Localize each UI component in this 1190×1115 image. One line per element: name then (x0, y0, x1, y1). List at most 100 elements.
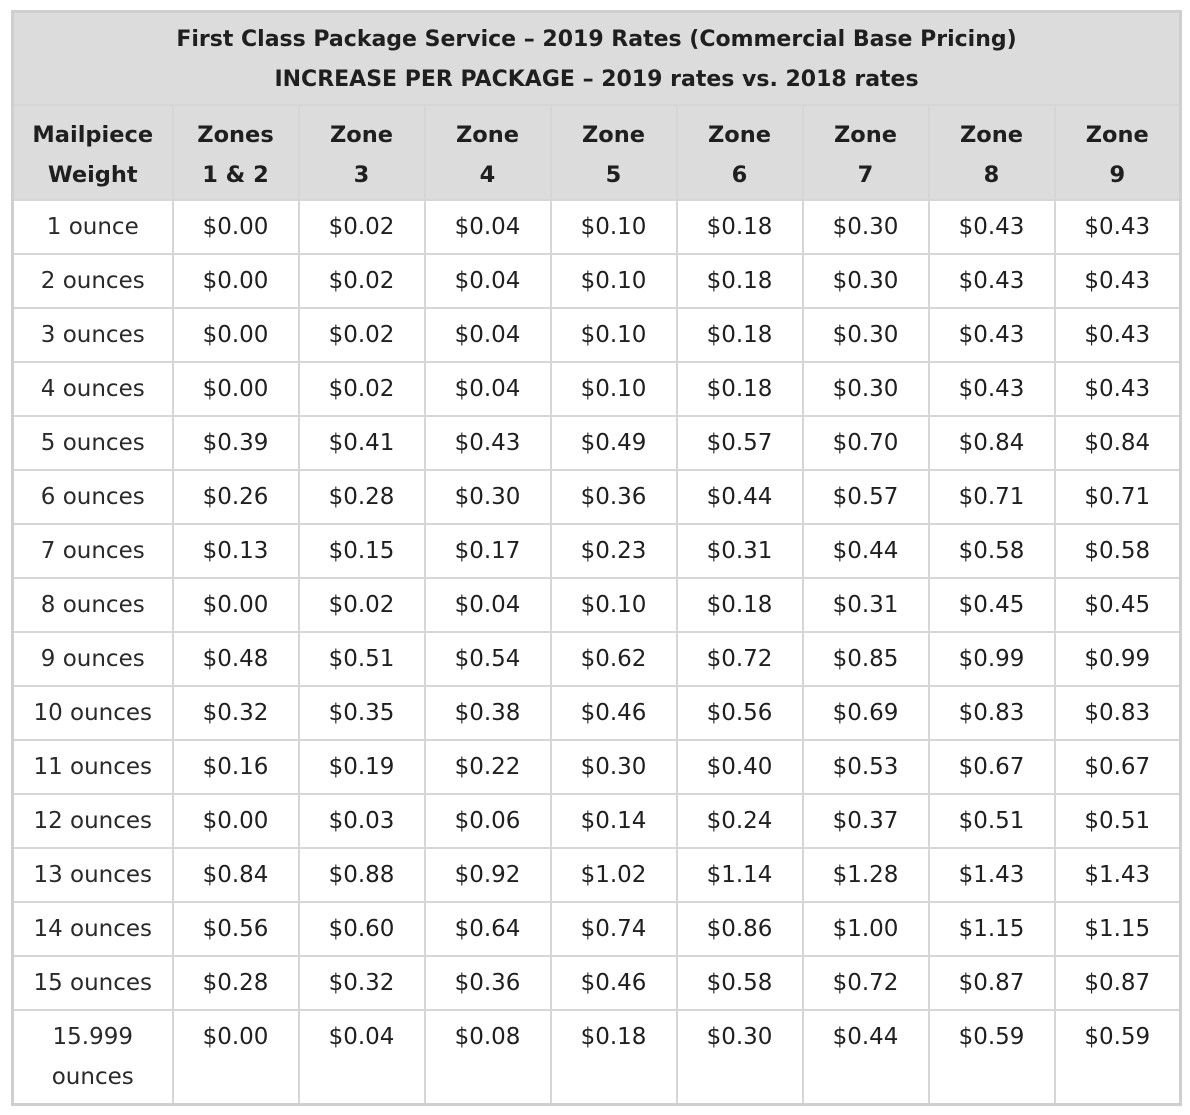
rate-increase-cell: $0.51 (1053, 792, 1182, 849)
weight-cell: 15.999 ounces (11, 1008, 174, 1106)
rates-table: First Class Package Service – 2019 Rates… (11, 10, 1183, 1106)
rate-increase-cell: $0.72 (801, 954, 930, 1011)
rate-increase-cell: $0.04 (423, 252, 552, 309)
rate-increase-cell: $0.02 (297, 252, 426, 309)
rate-increase-cell: $0.99 (927, 630, 1056, 687)
rate-increase-cell: $0.58 (675, 954, 804, 1011)
rate-increase-cell: $0.31 (801, 576, 930, 633)
rate-increase-cell: $0.16 (171, 738, 300, 795)
rate-increase-cell: $0.30 (549, 738, 678, 795)
rate-increase-cell: $0.00 (171, 198, 300, 255)
column-header-zone: Zones 1 & 2 (171, 103, 300, 201)
rate-increase-cell: $0.56 (171, 900, 300, 957)
rate-increase-cell: $0.18 (675, 252, 804, 309)
rate-increase-cell: $0.06 (423, 792, 552, 849)
table-row: 4 ounces $0.00 $0.02 $0.04 $0.10 $0.18 $0.30 $0… (11, 360, 1182, 417)
rate-increase-cell: $0.00 (171, 306, 300, 363)
column-header-line-2: 8 (983, 161, 1000, 188)
table-row: 12 ounces $0.00 $0.03 $0.06 $0.14 $0.24 $0.37 $… (11, 792, 1182, 849)
table-row: 10 ounces $0.32 $0.35 $0.38 $0.46 $0.56 $0.69 $… (11, 684, 1182, 741)
rate-increase-cell: $0.53 (801, 738, 930, 795)
rate-increase-cell: $0.87 (1053, 954, 1182, 1011)
rate-increase-cell: $0.35 (297, 684, 426, 741)
rate-increase-cell: $0.56 (675, 684, 804, 741)
rate-increase-cell: $0.38 (423, 684, 552, 741)
weight-cell: 10 ounces (11, 684, 174, 741)
rate-increase-cell: $0.59 (1053, 1008, 1182, 1106)
rate-increase-cell: $0.41 (297, 414, 426, 471)
rate-increase-cell: $0.43 (1053, 198, 1182, 255)
rate-increase-cell: $0.49 (549, 414, 678, 471)
rate-increase-cell: $0.32 (297, 954, 426, 1011)
rate-increase-cell: $1.28 (801, 846, 930, 903)
rate-increase-cell: $0.83 (1053, 684, 1182, 741)
table-row: 8 ounces $0.00 $0.02 $0.04 $0.10 $0.18 $0.31 $0… (11, 576, 1182, 633)
table-row: 15.999 ounces $0.00 $0.04 $0.08 $0.18 $0.30 $0… (11, 1008, 1182, 1106)
weight-cell: 4 ounces (11, 360, 174, 417)
column-header-line-1: Zone (455, 121, 520, 148)
rate-increase-cell: $0.51 (927, 792, 1056, 849)
rate-increase-cell: $0.32 (171, 684, 300, 741)
rate-increase-cell: $0.24 (675, 792, 804, 849)
rate-increase-cell: $0.43 (927, 360, 1056, 417)
rate-increase-cell: $0.19 (297, 738, 426, 795)
rate-increase-cell: $0.44 (801, 1008, 930, 1106)
rate-increase-cell: $1.43 (1053, 846, 1182, 903)
rate-increase-cell: $0.30 (801, 306, 930, 363)
rate-increase-cell: $0.45 (1053, 576, 1182, 633)
rate-increase-cell: $0.43 (927, 306, 1056, 363)
rate-increase-cell: $0.10 (549, 360, 678, 417)
rate-increase-cell: $0.43 (1053, 360, 1182, 417)
column-header-line-1: Zones (197, 121, 274, 148)
weight-cell: 15 ounces (11, 954, 174, 1011)
rate-increase-cell: $0.48 (171, 630, 300, 687)
column-header-zone: Zone 3 (297, 103, 426, 201)
column-header-line-1: Zone (959, 121, 1024, 148)
column-header-line-2: Weight (47, 161, 138, 188)
rate-increase-cell: $0.10 (549, 306, 678, 363)
rate-increase-cell: $0.18 (675, 306, 804, 363)
rate-increase-cell: $0.72 (675, 630, 804, 687)
column-header-line-1: Zone (581, 121, 646, 148)
rate-increase-cell: $0.71 (927, 468, 1056, 525)
rate-increase-cell: $0.92 (423, 846, 552, 903)
table-row: 13 ounces $0.84 $0.88 $0.92 $1.02 $1.14 $1.28 $… (11, 846, 1182, 903)
table-title-line-1: First Class Package Service – 2019 Rates… (176, 27, 1017, 52)
rate-increase-cell: $0.02 (297, 198, 426, 255)
column-header-line-2: 6 (731, 161, 748, 188)
rate-increase-cell: $0.36 (549, 468, 678, 525)
rate-increase-cell: $0.43 (423, 414, 552, 471)
rate-increase-cell: $0.03 (297, 792, 426, 849)
column-header-zone: Zone 7 (801, 103, 930, 201)
weight-cell: 11 ounces (11, 738, 174, 795)
rate-increase-cell: $0.30 (801, 360, 930, 417)
rate-increase-cell: $0.39 (171, 414, 300, 471)
rate-increase-cell: $0.28 (171, 954, 300, 1011)
rate-increase-cell: $0.44 (675, 468, 804, 525)
rate-increase-cell: $0.62 (549, 630, 678, 687)
rate-increase-cell: $0.22 (423, 738, 552, 795)
rate-increase-cell: $0.17 (423, 522, 552, 579)
rate-increase-cell: $0.58 (1053, 522, 1182, 579)
table-row: 11 ounces $0.16 $0.19 $0.22 $0.30 $0.40 $0.53 $… (11, 738, 1182, 795)
weight-cell: 6 ounces (11, 468, 174, 525)
table-row: 2 ounces $0.00 $0.02 $0.04 $0.10 $0.18 $0.30 $0… (11, 252, 1182, 309)
table-row: 3 ounces $0.00 $0.02 $0.04 $0.10 $0.18 $0.30 $0… (11, 306, 1182, 363)
column-header-line-1: Zone (1085, 121, 1149, 148)
rate-increase-cell: $1.43 (927, 846, 1056, 903)
table-title-line-2: INCREASE PER PACKAGE – 2019 rates vs. 20… (274, 67, 919, 92)
rate-increase-cell: $0.04 (423, 306, 552, 363)
rate-increase-cell: $0.13 (171, 522, 300, 579)
rate-increase-cell: $0.28 (297, 468, 426, 525)
rate-increase-cell: $0.67 (927, 738, 1056, 795)
rate-increase-cell: $0.43 (927, 252, 1056, 309)
rate-increase-cell: $0.37 (801, 792, 930, 849)
rate-increase-cell: $0.84 (171, 846, 300, 903)
rate-increase-cell: $0.43 (927, 198, 1056, 255)
rate-increase-cell: $0.04 (423, 576, 552, 633)
rate-increase-cell: $0.04 (423, 198, 552, 255)
column-header-line-2: 3 (353, 161, 370, 188)
table-title: First Class Package Service – 2019 Rates… (11, 10, 1182, 106)
rate-increase-cell: $0.60 (297, 900, 426, 957)
rate-increase-cell: $0.87 (927, 954, 1056, 1011)
